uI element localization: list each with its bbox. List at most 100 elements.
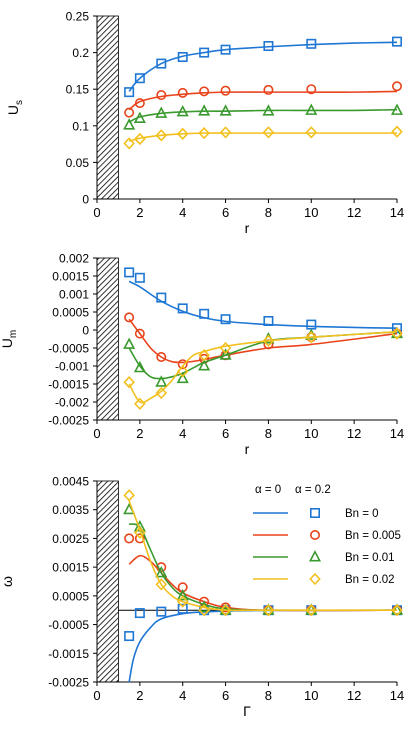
marker-bn-0-01	[390, 103, 404, 115]
y-tick-label: 0.05	[66, 156, 90, 170]
y-tick-label: 0.1	[72, 119, 89, 133]
marker-bn-0-02	[391, 327, 403, 340]
marker-bn-0-01	[133, 111, 146, 123]
marker-bn-0	[156, 606, 167, 617]
series-bn-0-01	[123, 103, 404, 130]
marker-bn-0-01	[262, 104, 275, 116]
marker-bn-0	[306, 38, 317, 49]
marker-bn-0	[124, 631, 135, 642]
legend-marker-bn-0-005	[309, 529, 320, 540]
x-tick-label: 14	[390, 205, 404, 220]
marker-bn-0-01	[176, 371, 189, 384]
legend: α = 0 α = 0.2 Bn = 0 Bn = 0.005 Bn = 0.01 Bn …	[253, 484, 401, 586]
marker-bn-0-01	[123, 118, 136, 130]
marker-bn-0-005	[134, 98, 145, 109]
marker-bn-0-005	[306, 84, 317, 95]
x-axis-label: r	[245, 441, 250, 457]
marker-bn-0-02	[391, 604, 403, 617]
marker-bn-0	[124, 87, 135, 98]
marker-bn-0-02	[123, 489, 135, 502]
y-tick-label: 0.15	[66, 83, 90, 97]
y-tick-label: 0.001	[59, 288, 89, 302]
y-tick-label: 0.0005	[52, 589, 89, 603]
x-axis-label: Γ	[243, 703, 251, 719]
marker-bn-0-02	[219, 126, 232, 139]
marker-bn-0-02	[134, 397, 146, 410]
y-tick-label: -0.0015	[48, 378, 89, 392]
y-axis-label: Um	[0, 330, 19, 348]
marker-bn-0-01	[219, 104, 232, 116]
marker-bn-0	[199, 308, 210, 319]
y-tick-label: -0.0015	[48, 647, 89, 661]
marker-bn-0	[177, 603, 188, 614]
legend-header-alpha-0-2: α = 0.2	[295, 484, 331, 496]
marker-bn-0-01	[123, 337, 136, 349]
marker-bn-0-01	[155, 565, 168, 578]
y-axis-label: Us	[5, 100, 25, 115]
marker-bn-0	[134, 608, 145, 619]
marker-bn-0-02	[134, 526, 146, 539]
marker-bn-0-02	[134, 132, 146, 146]
x-tick-label: 8	[265, 205, 272, 220]
marker-bn-0-02	[262, 604, 275, 617]
x-tick-label: 10	[304, 205, 318, 220]
marker-bn-0	[177, 51, 188, 62]
marker-bn-0	[156, 292, 167, 303]
line-bn-0-02	[128, 331, 398, 404]
y-tick-label: -0.0025	[48, 676, 89, 690]
marker-bn-0-02	[198, 349, 210, 362]
marker-bn-0-01	[176, 588, 189, 601]
y-tick-label: 0	[82, 324, 89, 338]
marker-bn-0	[220, 314, 231, 325]
x-tick-label: 14	[390, 688, 404, 703]
x-tick-label: 10	[304, 688, 318, 703]
legend-label-bn-0-005: Bn = 0.005	[345, 530, 401, 542]
x-tick-label: 2	[136, 426, 143, 441]
marker-bn-0	[156, 58, 167, 69]
marker-bn-0-01	[155, 106, 168, 118]
x-tick-label: 10	[304, 426, 318, 441]
marker-bn-0-02	[176, 595, 189, 608]
marker-bn-0-02	[123, 137, 135, 150]
x-tick-label: 12	[347, 426, 361, 441]
marker-bn-0-02	[123, 376, 135, 389]
x-tick-label: 0	[93, 688, 100, 703]
line-bn-0	[128, 609, 398, 683]
marker-bn-0-005	[156, 90, 167, 101]
marker-bn-0-01	[176, 104, 189, 117]
marker-bn-0-005	[124, 107, 135, 118]
marker-bn-0-02	[219, 604, 232, 617]
marker-bn-0-005	[263, 84, 274, 95]
marker-bn-0	[134, 272, 145, 283]
marker-bn-0	[199, 47, 210, 58]
x-tick-label: 2	[136, 205, 143, 220]
marker-bn-0-02	[176, 127, 189, 141]
line-bn-0-02	[128, 132, 397, 142]
marker-bn-0-005	[177, 87, 188, 98]
panel-1: 0 2 4 6 8 10 12 14 0 0.05 0.1 0.15 0.2 0.25 r Us	[5, 10, 404, 237]
line-bn-0-005	[128, 318, 398, 364]
x-tick-label: 12	[347, 688, 361, 703]
legend-label-bn-0-02: Bn = 0.02	[345, 574, 395, 586]
marker-bn-0-005	[134, 328, 145, 339]
series-bn-0-02	[123, 489, 403, 617]
marker-bn-0-005	[134, 533, 145, 544]
x-tick-label: 4	[179, 688, 186, 703]
marker-bn-0-02	[155, 386, 168, 400]
legend-marker-bn-0-01	[308, 550, 322, 562]
x-tick-label: 12	[347, 205, 361, 220]
marker-bn-0-02	[198, 126, 210, 140]
y-tick-label: 0.2	[72, 46, 89, 60]
y-tick-label: 0.0015	[52, 270, 89, 284]
marker-bn-0	[177, 303, 188, 314]
y-axis-label: ω	[0, 576, 15, 587]
marker-bn-0	[306, 319, 317, 330]
marker-bn-0-02	[305, 126, 318, 139]
marker-bn-0-01	[198, 104, 211, 116]
marker-bn-0-02	[198, 604, 210, 617]
series-bn-0	[124, 36, 402, 98]
legend-label-bn-0: Bn = 0	[345, 508, 379, 520]
y-tick-label: 0	[82, 193, 89, 207]
marker-bn-0	[263, 315, 274, 326]
x-tick-label: 2	[136, 688, 143, 703]
